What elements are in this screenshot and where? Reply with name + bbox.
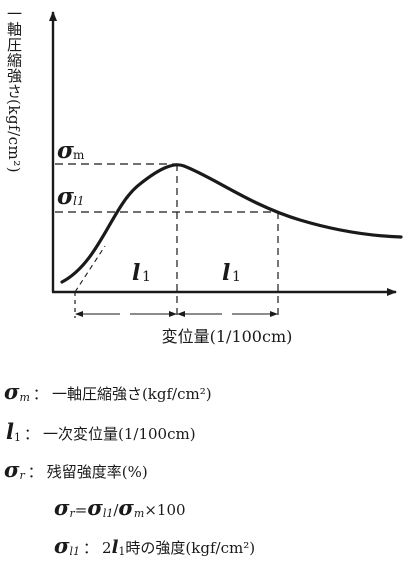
y-axis-label-box: 一軸圧縮強さ(kgf/cm²) [4,6,30,276]
legend-prefix: 2 [102,539,112,557]
formula-sigma-l1: σ [87,495,103,520]
legend-separator: ： [32,385,48,403]
legend-symbol: l [6,419,14,444]
formula-sigma-m: σ [118,495,134,520]
legend-row-sigma-m: σm：一軸圧縮強さ(kgf/cm²) [4,379,212,408]
stress-displacement-curve [60,163,403,284]
legend-bold-l: l [111,537,119,558]
formula-sigma-r-sub: r [69,507,75,520]
legend-row-formula: σr=σl1/σm×100 [54,495,186,524]
formula-times-100: ×100 [144,501,186,519]
stress-displacement-diagram: σ m σ l1 l 1 l 1 変位量(1/100cm) [49,11,403,346]
legend-text: 一軸圧縮強さ(kgf/cm²) [51,385,212,403]
legend-symbol: σ [54,533,70,558]
legend-subscript: r [19,469,25,482]
sigma-m-label: σ [57,137,74,164]
l1-right-subscript: 1 [232,269,241,285]
legend-separator: ： [23,425,39,443]
formula-slash: / [113,501,119,519]
l1-left-label: l [132,260,140,286]
legend-row-sigma-l1: σl1： 2l1時の強度(kgf/cm²) [54,533,256,562]
sigma-l1-label: σ [57,183,74,210]
initial-tangent-line [74,245,106,293]
legend-subscript: m [19,391,30,404]
legend-bold-l-sub: 1 [118,545,126,558]
formula-sigma-m-sub: m [133,507,145,520]
sigma-m-subscript: m [73,148,85,162]
formula-sigma-r: σ [54,495,70,520]
formula-sigma-l1-sub: l1 [102,507,114,520]
legend-symbol: σ [4,457,20,482]
legend-text: 時の強度(kgf/cm²) [125,539,256,557]
formula-equals: = [74,501,88,519]
l1-left-subscript: 1 [142,269,151,285]
legend-row-sigma-r: σr：残留強度率(%) [4,457,148,486]
y-axis-label: 一軸圧縮強さ(kgf/cm²) [5,6,23,174]
legend-symbol: σ [4,379,20,404]
legend-separator: ： [83,539,99,557]
sigma-l1-subscript: l1 [73,194,84,208]
legend-text: 一次変位量(1/100cm) [43,425,196,443]
legend-separator: ： [27,463,43,481]
legend-subscript: l1 [69,545,81,558]
legend-text: 残留強度率(%) [46,463,148,481]
legend-row-l1: l1：一次変位量(1/100cm) [6,419,196,448]
legend-subscript: 1 [13,431,21,444]
l1-right-label: l [222,260,230,286]
x-axis-label: 変位量(1/100cm) [162,327,293,346]
